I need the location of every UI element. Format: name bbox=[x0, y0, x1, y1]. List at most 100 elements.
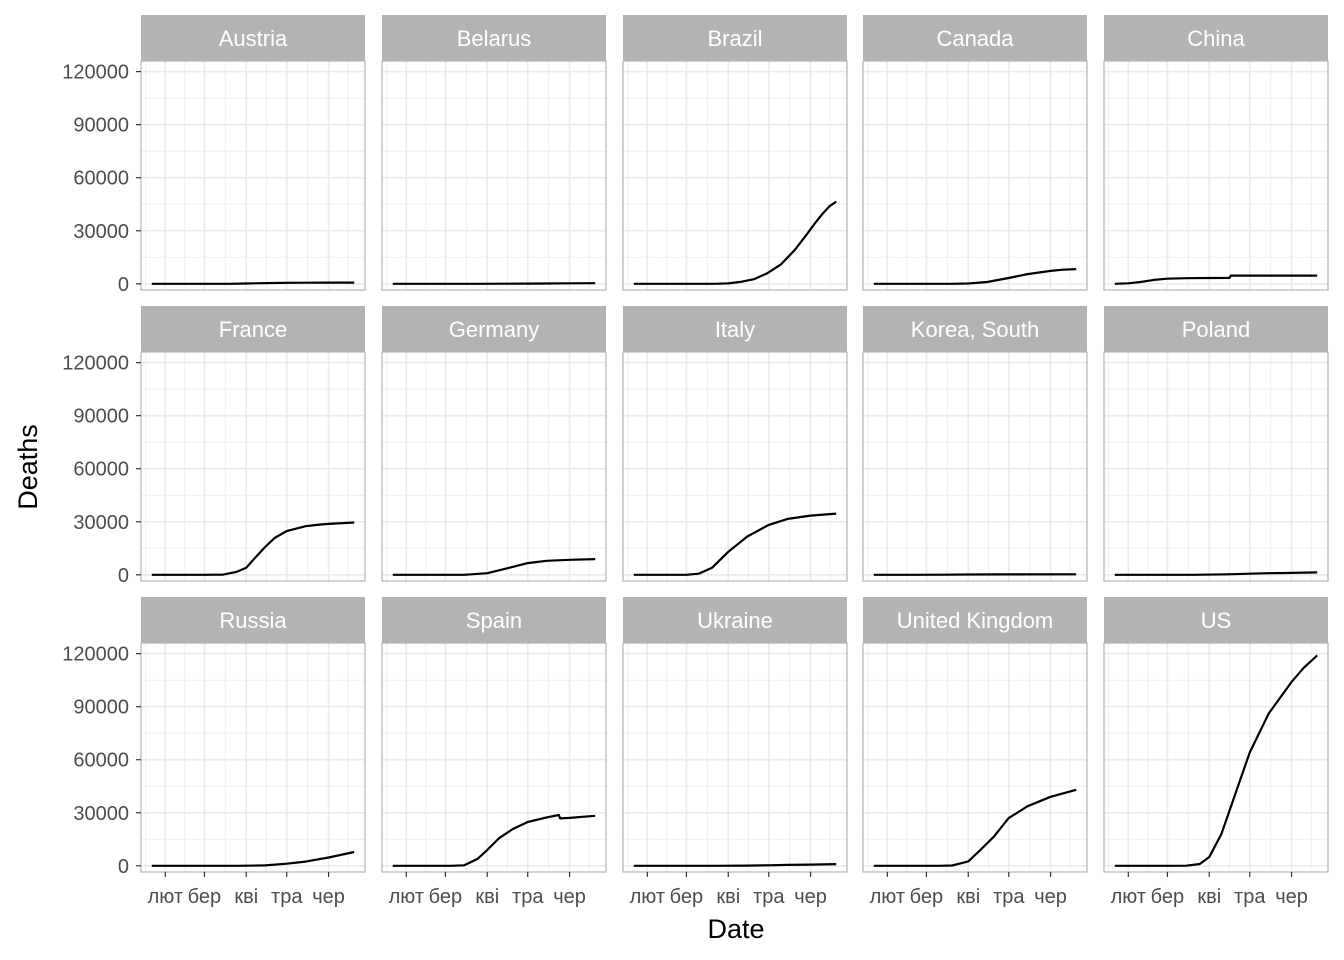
x-tick-label: тра bbox=[271, 886, 303, 908]
facet-panel: Austria 0 30000 60000 90000 120000 bbox=[62, 15, 366, 296]
x-tick-label: бер bbox=[429, 886, 462, 908]
facet-strip bbox=[382, 306, 606, 352]
facet-strip bbox=[863, 597, 1087, 643]
facet-title: Belarus bbox=[457, 26, 532, 51]
facet-title: Korea, South bbox=[911, 317, 1039, 342]
facet-title: Spain bbox=[466, 608, 522, 633]
facet-strip bbox=[141, 15, 365, 61]
plot-background bbox=[623, 61, 847, 290]
facet-strip bbox=[863, 15, 1087, 61]
panel-border bbox=[1103, 60, 1329, 291]
panel-border bbox=[381, 642, 607, 873]
x-tick-label: кві bbox=[1197, 886, 1221, 908]
panel-border bbox=[622, 60, 848, 291]
series-line bbox=[1114, 571, 1318, 576]
facet-strip bbox=[382, 597, 606, 643]
plot-background bbox=[141, 643, 365, 872]
panel-border bbox=[140, 60, 366, 291]
facet-strip bbox=[623, 597, 847, 643]
plot-background bbox=[863, 61, 1087, 290]
x-tick-label: лют bbox=[148, 886, 183, 908]
facet-panel: France 0 30000 60000 90000 120000 bbox=[62, 306, 366, 587]
facet-panel: US лют бер кві тра чер bbox=[1103, 597, 1329, 908]
x-tick-label: тра bbox=[753, 886, 785, 908]
x-tick-label: тра bbox=[512, 886, 544, 908]
series-line bbox=[873, 268, 1077, 285]
facet-title: Italy bbox=[715, 317, 755, 342]
y-tick-label: 90000 bbox=[73, 697, 129, 719]
y-tick-label: 60000 bbox=[73, 168, 129, 190]
facet-strip bbox=[623, 306, 847, 352]
series-line bbox=[151, 521, 355, 576]
panel-border bbox=[1103, 642, 1329, 873]
x-tick-label: кві bbox=[475, 886, 499, 908]
panel-border bbox=[622, 351, 848, 582]
plot-background bbox=[863, 352, 1087, 581]
facet-title: Poland bbox=[1182, 317, 1251, 342]
panel-border bbox=[862, 642, 1088, 873]
facet-strip bbox=[623, 15, 847, 61]
facet-title: Germany bbox=[449, 317, 539, 342]
x-tick-label: бер bbox=[188, 886, 221, 908]
x-tick-label: чер bbox=[1275, 886, 1308, 908]
facet-title: Canada bbox=[936, 26, 1014, 51]
facet-panel: Italy bbox=[622, 306, 848, 582]
plot-background bbox=[141, 61, 365, 290]
x-tick-label: чер bbox=[1034, 886, 1067, 908]
facet-title: Brazil bbox=[707, 26, 762, 51]
panel-border bbox=[140, 642, 366, 873]
y-tick-label: 0 bbox=[118, 856, 129, 878]
facet-panel: United Kingdom лют бер кві тра чер bbox=[862, 597, 1088, 908]
x-tick-label: тра bbox=[993, 886, 1025, 908]
plot-background bbox=[382, 61, 606, 290]
panels: Austria 0 30000 60000 90000 120000 Belarus Braz… bbox=[62, 15, 1329, 908]
facet-strip bbox=[1104, 597, 1328, 643]
facet-panel: Belarus bbox=[381, 15, 607, 291]
x-tick-label: кві bbox=[956, 886, 980, 908]
series-line bbox=[392, 813, 596, 867]
plot-background bbox=[141, 352, 365, 581]
y-tick-label: 90000 bbox=[73, 406, 129, 428]
y-tick-label: 90000 bbox=[73, 115, 129, 137]
plot-background bbox=[382, 352, 606, 581]
facet-title: Austria bbox=[219, 26, 288, 51]
facet-title: France bbox=[219, 317, 287, 342]
y-tick-label: 30000 bbox=[73, 221, 129, 243]
series-line bbox=[873, 573, 1077, 576]
x-tick-label: лют bbox=[1111, 886, 1146, 908]
series-line bbox=[151, 850, 355, 867]
x-tick-label: лют bbox=[630, 886, 665, 908]
x-tick-label: бер bbox=[670, 886, 703, 908]
plot-background bbox=[623, 352, 847, 581]
y-tick-label: 120000 bbox=[62, 62, 129, 84]
facet-strip bbox=[141, 597, 365, 643]
plot-background bbox=[1104, 61, 1328, 290]
x-tick-label: кві bbox=[716, 886, 740, 908]
facet-strip bbox=[863, 306, 1087, 352]
plot-background bbox=[863, 643, 1087, 872]
plot-background bbox=[1104, 352, 1328, 581]
panel-border bbox=[622, 642, 848, 873]
y-tick-label: 60000 bbox=[73, 750, 129, 772]
y-axis-title: Deaths bbox=[13, 424, 43, 510]
facet-panel: Spain лют бер кві тра чер bbox=[381, 597, 607, 908]
y-tick-label: 120000 bbox=[62, 644, 129, 666]
facet-strip bbox=[1104, 306, 1328, 352]
x-tick-label: чер bbox=[794, 886, 827, 908]
series-line bbox=[633, 200, 837, 285]
x-tick-label: кві bbox=[234, 886, 258, 908]
y-tick-label: 30000 bbox=[73, 803, 129, 825]
series-line bbox=[392, 282, 596, 285]
facet-strip bbox=[141, 306, 365, 352]
facet-panel: Korea, South bbox=[862, 306, 1088, 582]
x-tick-label: тра bbox=[1234, 886, 1266, 908]
series-line bbox=[633, 863, 837, 867]
facet-title: US bbox=[1201, 608, 1232, 633]
facet-panel: China bbox=[1103, 15, 1329, 291]
facet-panel: Ukraine лют бер кві тра чер bbox=[622, 597, 848, 908]
series-line bbox=[392, 558, 596, 576]
panel-border bbox=[381, 351, 607, 582]
series-line bbox=[151, 281, 355, 285]
facet-title: China bbox=[1187, 26, 1245, 51]
series-line bbox=[1114, 654, 1318, 867]
